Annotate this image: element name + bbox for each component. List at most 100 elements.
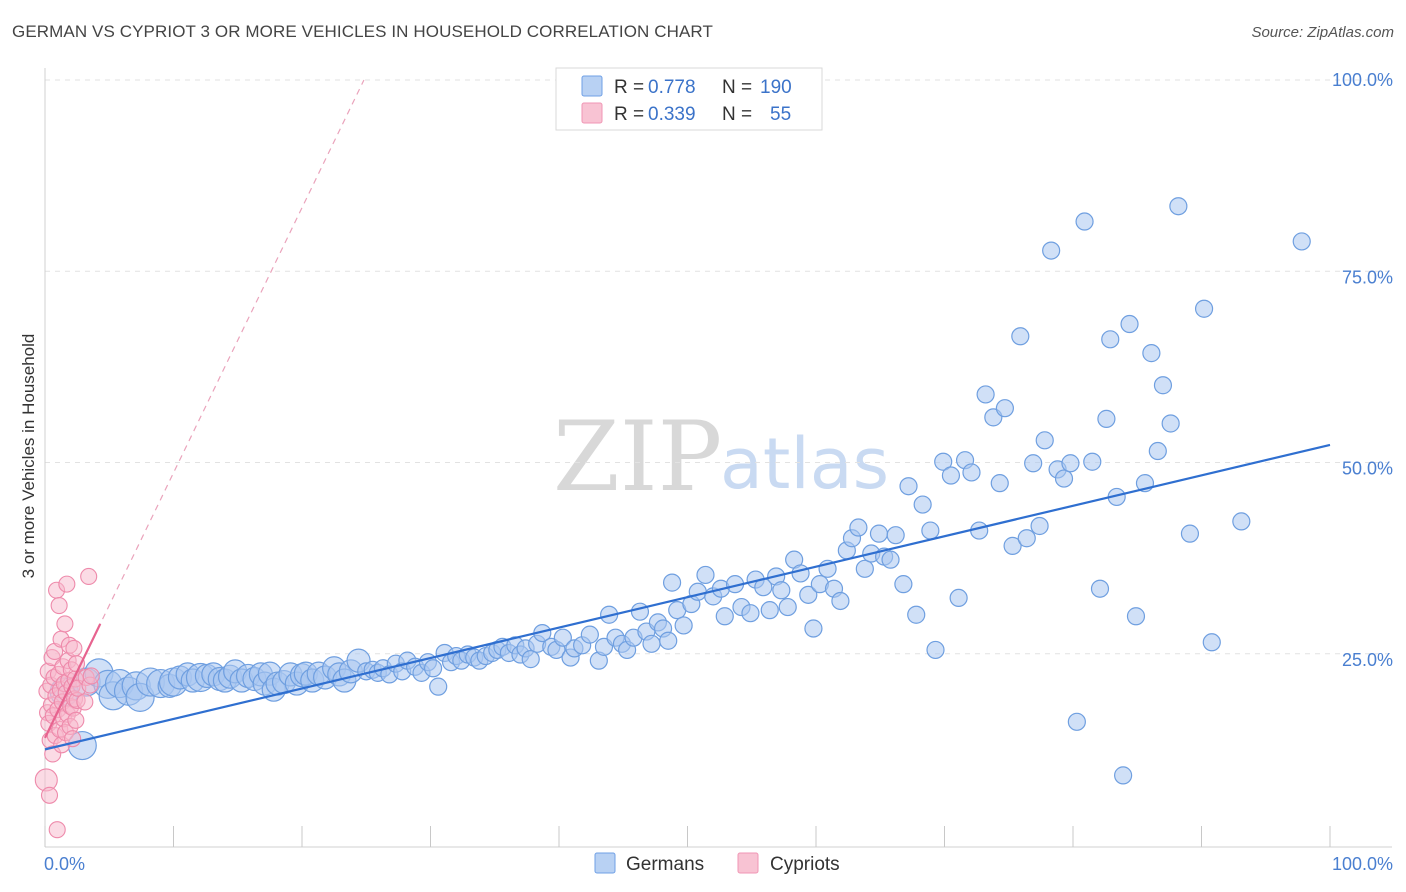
- german-point: [688, 582, 707, 601]
- german-point: [715, 607, 734, 626]
- german-point: [1097, 409, 1116, 428]
- german-point: [1067, 712, 1086, 731]
- german-points: [49, 197, 1311, 785]
- y-tick-label: 50.0%: [1342, 459, 1393, 479]
- cypriot-trend-line: [44, 623, 102, 739]
- trend-lines: [44, 443, 1331, 751]
- german-point: [949, 588, 968, 608]
- german-point: [659, 631, 678, 650]
- y-tick-label: 100.0%: [1332, 70, 1393, 90]
- german-point: [970, 521, 989, 540]
- german-point: [1292, 232, 1311, 251]
- german-point: [899, 477, 918, 496]
- german-point: [1003, 536, 1022, 555]
- german-point: [869, 524, 889, 543]
- german-point: [521, 650, 540, 669]
- german-point: [881, 550, 900, 569]
- legend-n-label: N =: [722, 104, 752, 125]
- german-point: [1035, 431, 1054, 450]
- german-point: [662, 573, 682, 592]
- legend-swatch-germans: [581, 75, 603, 97]
- cypriot-point: [48, 821, 66, 839]
- german-point: [855, 559, 874, 578]
- german-point: [990, 474, 1009, 493]
- cypriot-point: [67, 711, 85, 729]
- german-point: [1194, 299, 1214, 318]
- chart-title: GERMAN VS CYPRIOT 3 OR MORE VEHICLES IN …: [12, 22, 713, 41]
- german-point: [921, 521, 940, 540]
- tick-labels: 25.0% 50.0% 75.0% 100.0% 0.0% 100.0%: [44, 70, 1393, 874]
- legend-r-label: R =: [614, 77, 644, 98]
- x-tick-label: 100.0%: [1332, 854, 1393, 874]
- german-point: [934, 452, 953, 471]
- german-point: [831, 591, 850, 611]
- german-point: [1153, 376, 1173, 395]
- cypriot-point: [76, 693, 94, 711]
- german-point: [778, 597, 797, 617]
- cypriot-point: [40, 786, 59, 804]
- german-point: [1180, 524, 1200, 543]
- german-point: [849, 518, 868, 537]
- german-point: [1024, 454, 1043, 473]
- german-point: [1042, 241, 1061, 260]
- german-point: [1202, 633, 1221, 652]
- legend-r-value-germans: 0.778: [648, 77, 696, 98]
- watermark-zip: ZIP: [553, 401, 722, 513]
- cypriot-point: [56, 615, 74, 633]
- y-tick-label: 25.0%: [1342, 650, 1393, 670]
- cypriot-point: [80, 567, 98, 586]
- grid-lines: [45, 79, 1392, 655]
- german-point: [1017, 529, 1036, 548]
- cypriot-points: [34, 567, 100, 839]
- legend-r-label: R =: [614, 104, 644, 125]
- german-point: [1126, 607, 1146, 626]
- german-trend-line: [44, 443, 1331, 751]
- german-point: [941, 466, 961, 485]
- series-legend: Germans Cypriots: [594, 852, 840, 875]
- german-point: [1148, 441, 1167, 461]
- german-point: [1054, 469, 1074, 488]
- german-point: [760, 601, 779, 620]
- german-point: [1161, 414, 1180, 433]
- german-point: [696, 565, 715, 585]
- german-point: [1075, 212, 1094, 231]
- german-point: [894, 575, 913, 594]
- german-point: [580, 625, 599, 644]
- german-point: [962, 463, 981, 482]
- german-point: [1142, 344, 1161, 363]
- cypriot-point: [82, 667, 100, 685]
- legend-r-value-cypriots: 0.339: [648, 104, 696, 125]
- legend-swatch-cypriots: [581, 102, 603, 124]
- legend-n-value-cypriots: 55: [770, 104, 791, 125]
- german-point: [804, 619, 823, 638]
- axes: [44, 68, 1392, 848]
- german-point: [791, 564, 810, 583]
- german-point: [1011, 327, 1030, 346]
- german-point: [1120, 314, 1139, 334]
- german-point: [1090, 579, 1110, 598]
- y-axis-label: 3 or more Vehicles in Household: [19, 334, 38, 579]
- german-point: [1169, 197, 1188, 216]
- german-point: [913, 495, 932, 514]
- german-point: [1061, 454, 1080, 473]
- german-point: [1232, 512, 1251, 531]
- cypriot-point: [50, 597, 68, 615]
- german-point: [907, 605, 926, 624]
- cypriot-point: [65, 639, 83, 657]
- german-point: [1114, 766, 1133, 785]
- source-label: Source: ZipAtlas.com: [1251, 24, 1394, 41]
- german-point: [642, 634, 661, 653]
- german-point: [630, 602, 650, 621]
- legend-n-label: N =: [722, 77, 752, 98]
- legend-swatch-cypriots-bottom: [737, 852, 759, 874]
- y-tick-label: 75.0%: [1342, 267, 1393, 287]
- german-point: [423, 659, 443, 678]
- german-point: [1083, 452, 1102, 471]
- german-point: [741, 604, 760, 623]
- german-point: [674, 616, 693, 635]
- legend-label-cypriots: Cypriots: [770, 854, 840, 875]
- german-point: [772, 581, 791, 600]
- german-point: [1030, 516, 1049, 536]
- stats-legend: R = 0.778 N = 190 R = 0.339 N = 55: [555, 67, 823, 131]
